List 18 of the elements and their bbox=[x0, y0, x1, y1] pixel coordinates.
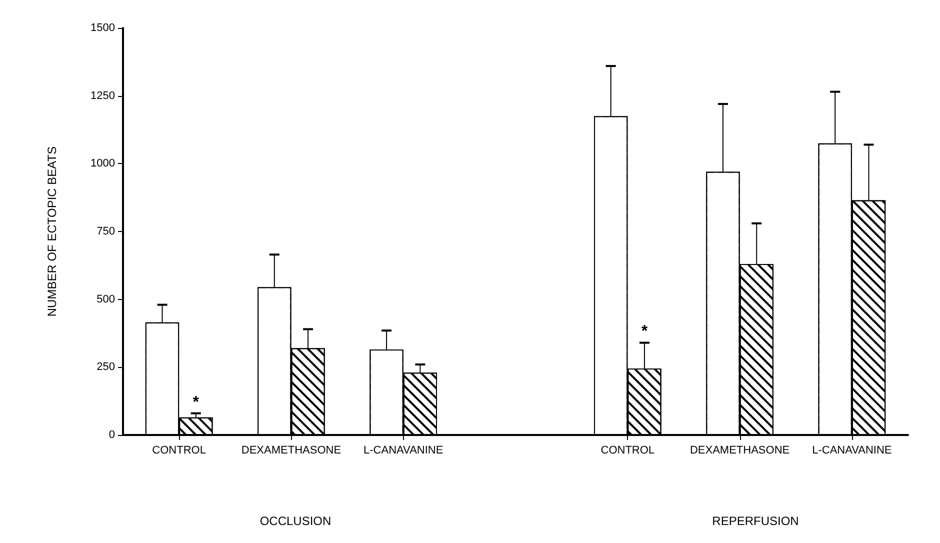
x-tick-label: CONTROL bbox=[600, 444, 655, 456]
y-tick-label: 0 bbox=[108, 429, 115, 441]
x-tick-label: DEXAMETHASONE bbox=[690, 444, 790, 456]
y-tick-label: 250 bbox=[96, 361, 115, 374]
x-tick-label: L-CANAVANINE bbox=[812, 444, 892, 456]
y-tick-label: 1000 bbox=[90, 158, 115, 170]
data-label: * bbox=[641, 323, 648, 340]
text: REPERFUSION bbox=[712, 514, 799, 528]
y-tick-label: 500 bbox=[96, 293, 115, 306]
text: OCCLUSION bbox=[260, 514, 332, 528]
x-tick-label: CONTROL bbox=[152, 444, 206, 456]
y-axis-title: NUMBER OF ECTOPIC BEATS bbox=[45, 146, 59, 317]
y-tick-label: 750 bbox=[96, 226, 115, 238]
x-tick-label: L-CANAVANINE bbox=[364, 444, 444, 456]
data-label: * bbox=[192, 394, 200, 411]
y-tick-label: 1500 bbox=[90, 22, 115, 34]
x-tick-label: DEXAMETHASONE bbox=[241, 444, 342, 456]
y-tick-label: 1250 bbox=[90, 90, 115, 102]
